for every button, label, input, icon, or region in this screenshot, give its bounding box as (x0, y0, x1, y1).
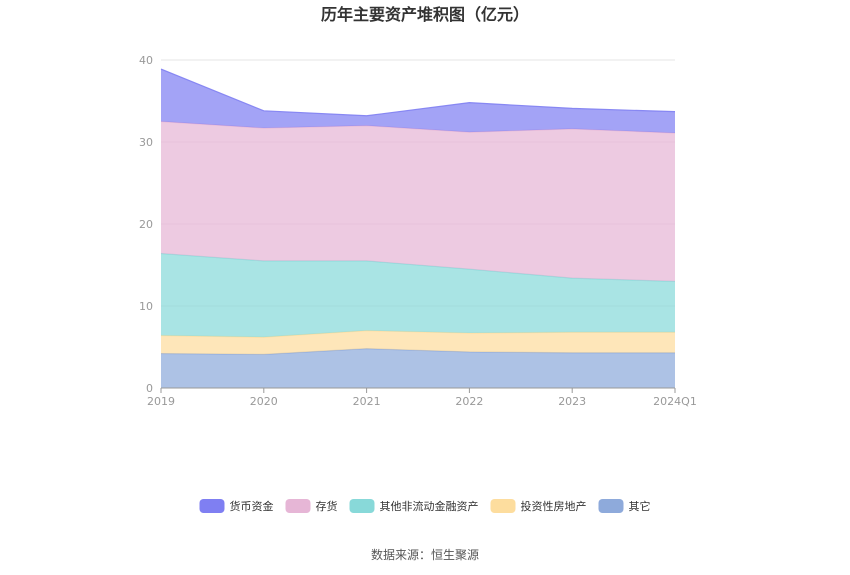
area-series-1 (161, 330, 675, 355)
stacked-areas (160, 68, 676, 388)
x-tick-label: 2021 (353, 395, 381, 408)
x-tick-label: 2022 (455, 395, 483, 408)
y-tick-label: 40 (139, 54, 153, 67)
axes: 0 10 20 30 40 2019 2020 2021 2022 2023 2024Q1 (139, 54, 697, 408)
area-series-2 (161, 253, 675, 338)
legend-swatch (490, 499, 516, 513)
legend-label: 投资性房地产 (521, 499, 587, 513)
legend-swatch (349, 499, 375, 513)
legend-swatch (285, 499, 311, 513)
legend-label: 存货 (316, 499, 338, 513)
y-tick-label: 0 (146, 382, 153, 395)
x-tick-label: 2023 (558, 395, 586, 408)
y-tick-label: 30 (139, 136, 153, 149)
area-line-3 (160, 120, 676, 134)
chart-title: 历年主要资产堆积图（亿元） (321, 5, 529, 24)
y-tick-label: 10 (139, 300, 153, 313)
area-series-4 (161, 69, 675, 133)
x-tick-label: 2020 (250, 395, 278, 408)
area-line-4 (160, 68, 676, 117)
legend-swatch (598, 499, 624, 513)
area-series-0 (161, 348, 675, 388)
data-source: 数据来源：恒生聚源 (371, 547, 479, 562)
legend-label: 货币资金 (230, 499, 274, 513)
x-tick-label: 2024Q1 (653, 395, 697, 408)
legend: 货币资金 存货 其他非流动金融资产 投资性房地产 其它 (199, 499, 651, 513)
legend-swatch (199, 499, 225, 513)
legend-label: 其它 (629, 499, 651, 513)
x-tick-label: 2019 (147, 395, 175, 408)
legend-label: 其他非流动金融资产 (380, 499, 479, 513)
y-tick-label: 20 (139, 218, 153, 231)
area-series-3 (161, 121, 675, 282)
